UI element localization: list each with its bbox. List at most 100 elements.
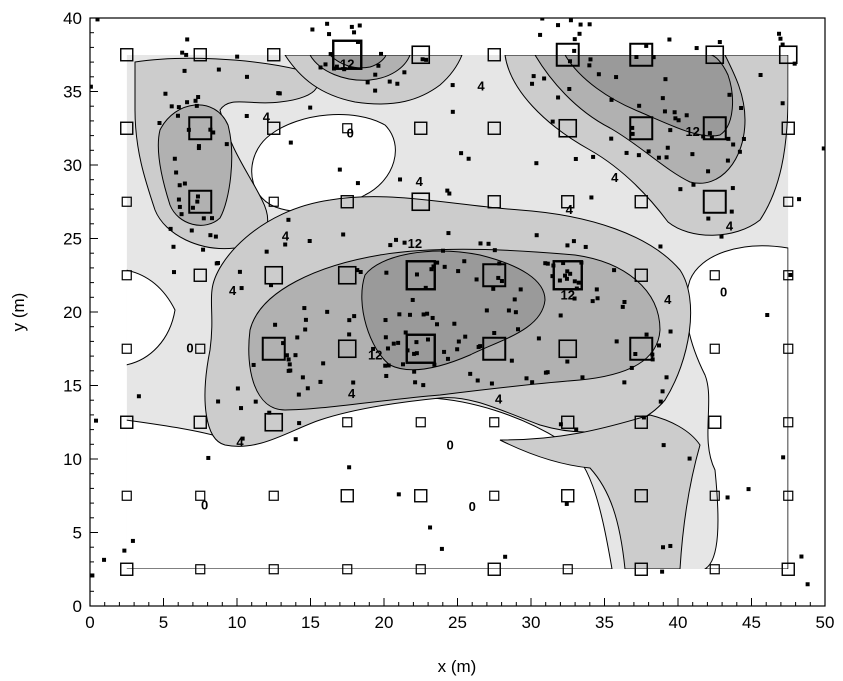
data-point [185,37,190,42]
data-point [489,381,494,386]
data-point [195,199,200,204]
data-point [189,228,194,233]
quadrat-marker [193,268,207,282]
data-point [583,244,588,249]
data-point [296,392,301,397]
quadrat-marker [634,415,648,429]
data-point [565,359,570,364]
data-point [673,116,678,121]
data-point [194,103,199,108]
quadrat-marker [702,189,727,214]
data-point [211,130,216,135]
data-point [425,311,430,316]
data-point [676,118,681,123]
data-point [216,67,221,72]
data-point [388,243,393,248]
data-point [661,545,666,550]
data-point [318,379,323,384]
data-point [530,380,535,385]
quadrat-marker [783,490,794,501]
quadrat-marker [120,415,134,429]
data-point [321,361,326,366]
data-point [475,378,480,383]
data-point [216,399,221,404]
data-point [765,313,770,318]
contour-label: 4 [282,229,290,244]
data-point [264,249,269,254]
data-point [347,332,352,337]
data-point [614,75,619,80]
data-point [176,197,181,202]
data-point [660,96,665,101]
data-point [307,238,312,243]
data-point [267,410,272,415]
quadrat-marker [195,564,206,575]
data-point [534,233,539,238]
data-point [513,310,518,315]
contour-label: 4 [236,434,244,449]
data-point [629,365,634,370]
data-point [428,525,433,530]
data-point [620,304,625,309]
quadrat-marker [193,415,207,429]
data-point [421,383,426,388]
quadrat-marker [634,195,648,209]
quadrat-marker [411,192,431,212]
data-point [567,86,572,91]
x-tick-label: 45 [742,613,761,632]
data-point [94,418,99,423]
quadrat-marker [709,564,720,575]
data-point [590,299,595,304]
quadrat-marker [561,195,575,209]
data-point [478,241,483,246]
data-point [190,205,195,210]
quadrat-marker [193,48,207,62]
data-point [175,113,180,118]
data-point [432,362,437,367]
data-point [644,43,649,48]
data-point [214,261,219,266]
data-point [172,270,177,275]
data-point [491,286,496,291]
data-point [577,31,582,36]
data-point [568,271,573,276]
data-point [540,18,545,21]
data-point [664,155,669,160]
data-point [484,308,489,313]
quadrat-marker [783,270,794,281]
quadrat-marker [261,336,286,361]
data-point [636,153,641,158]
data-point [387,79,392,84]
quadrat-marker [783,196,794,207]
y-tick-label: 20 [63,303,82,322]
data-point [524,376,529,381]
data-point [565,269,570,274]
data-point [273,322,278,327]
y-tick-label: 15 [63,377,82,396]
data-point [177,183,182,188]
quadrat-marker [332,39,363,70]
data-point [580,375,585,380]
data-point [196,95,201,100]
data-point [456,269,461,274]
data-point [337,167,342,172]
data-point [384,270,389,275]
data-point [402,240,407,245]
contour-label: 0 [720,284,727,299]
data-point [492,248,497,253]
data-point [210,216,215,221]
data-point [347,318,352,323]
data-point [334,64,339,69]
quadrat-marker [411,45,431,65]
contour-region-top-12 [329,55,387,69]
quadrat-marker [121,490,132,501]
data-point [658,399,663,404]
data-point [412,369,417,374]
data-point [420,57,425,62]
data-point [512,297,517,302]
data-point [379,51,384,56]
x-tick-label: 5 [159,613,168,632]
data-point [386,363,391,368]
quadrat-marker [487,562,501,576]
data-point [719,234,724,239]
